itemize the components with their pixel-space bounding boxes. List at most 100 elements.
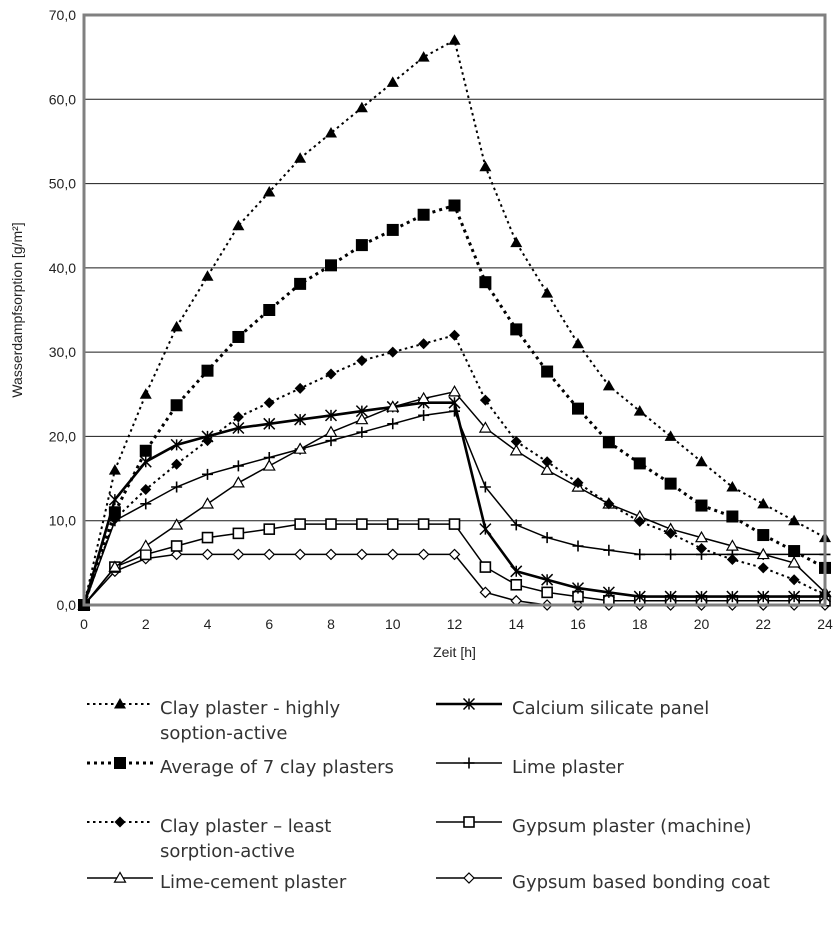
data-point bbox=[325, 368, 337, 380]
data-point bbox=[541, 287, 554, 298]
data-point bbox=[386, 548, 399, 561]
x-tick-label: 24 bbox=[817, 616, 833, 632]
data-point bbox=[263, 186, 276, 197]
data-point bbox=[171, 481, 183, 493]
data-point bbox=[694, 530, 709, 543]
data-point bbox=[417, 548, 430, 561]
data-point bbox=[463, 757, 475, 769]
x-tick-label: 10 bbox=[385, 616, 401, 632]
data-point bbox=[114, 698, 126, 709]
series-line bbox=[82, 401, 825, 606]
data-point bbox=[170, 438, 183, 451]
data-point bbox=[325, 259, 337, 272]
y-axis-title: Wasserdampfsorption [g/m²] bbox=[9, 222, 25, 397]
data-point bbox=[448, 199, 461, 212]
legend-item: Lime-cement plaster bbox=[87, 871, 347, 893]
data-point bbox=[479, 523, 492, 536]
legend-label: Lime plaster bbox=[512, 757, 624, 778]
data-point bbox=[448, 548, 461, 561]
data-point bbox=[231, 476, 245, 488]
data-point bbox=[325, 127, 337, 138]
x-tick-label: 22 bbox=[755, 616, 771, 632]
grid-lines bbox=[84, 98, 825, 522]
data-point bbox=[386, 76, 399, 87]
data-point bbox=[200, 497, 215, 509]
y-tick-label: 40,0 bbox=[49, 260, 76, 276]
data-point bbox=[726, 510, 739, 523]
legend-item: Calcium silicate panel bbox=[436, 697, 709, 719]
data-point bbox=[510, 578, 523, 591]
data-point bbox=[757, 562, 769, 574]
legend-label: soption-active bbox=[160, 723, 288, 744]
x-tick-label: 4 bbox=[204, 616, 212, 632]
y-tick-label: 70,0 bbox=[49, 7, 76, 23]
data-point bbox=[510, 323, 523, 336]
x-tick-label: 12 bbox=[447, 616, 463, 632]
data-point bbox=[355, 101, 368, 113]
data-point bbox=[356, 355, 368, 367]
data-point bbox=[262, 459, 276, 471]
data-point bbox=[417, 391, 431, 404]
data-point bbox=[417, 518, 430, 530]
data-point bbox=[355, 412, 369, 425]
data-point bbox=[417, 208, 430, 221]
data-point bbox=[294, 382, 306, 394]
data-point bbox=[114, 757, 126, 769]
data-point bbox=[510, 565, 523, 578]
data-point bbox=[417, 51, 430, 62]
series-1 bbox=[78, 34, 831, 610]
data-point bbox=[232, 548, 245, 561]
data-point bbox=[324, 409, 338, 422]
data-point bbox=[634, 548, 646, 560]
data-point bbox=[201, 531, 214, 544]
data-point bbox=[263, 397, 275, 409]
y-tick-label: 30,0 bbox=[49, 344, 76, 360]
data-point bbox=[232, 460, 244, 472]
data-point bbox=[387, 346, 399, 358]
x-axis-title: Zeit [h] bbox=[433, 644, 476, 660]
x-tick-labels: 0 2 4 6 8 10 12 14 16 18 20 22 24 bbox=[80, 616, 833, 632]
data-point bbox=[633, 457, 646, 470]
y-tick-label: 60,0 bbox=[49, 91, 76, 107]
data-point bbox=[479, 481, 491, 493]
data-point bbox=[418, 409, 430, 421]
data-point bbox=[664, 430, 677, 441]
data-point bbox=[541, 532, 553, 544]
data-point bbox=[139, 548, 152, 561]
legend-item: Clay plaster – least sorption-active bbox=[87, 816, 331, 862]
data-point bbox=[479, 561, 492, 573]
data-point bbox=[325, 548, 337, 561]
data-point bbox=[449, 329, 460, 341]
data-point bbox=[386, 400, 400, 412]
data-point bbox=[201, 364, 214, 377]
data-point bbox=[756, 547, 770, 560]
data-point bbox=[448, 34, 461, 45]
data-point bbox=[170, 548, 183, 561]
y-tick-label: 10,0 bbox=[49, 513, 76, 529]
data-point bbox=[510, 236, 523, 248]
data-point bbox=[356, 518, 368, 530]
data-point bbox=[355, 239, 368, 252]
x-tick-label: 8 bbox=[327, 616, 335, 632]
data-point bbox=[695, 499, 708, 512]
data-point bbox=[633, 405, 646, 416]
data-point bbox=[757, 590, 770, 603]
data-point bbox=[356, 548, 368, 561]
legend-label: sorption-active bbox=[160, 841, 295, 862]
data-point bbox=[139, 388, 152, 399]
data-point bbox=[294, 152, 307, 163]
data-point bbox=[726, 553, 738, 565]
data-point bbox=[232, 421, 245, 435]
data-point bbox=[324, 425, 338, 437]
data-point bbox=[788, 545, 801, 558]
data-point bbox=[478, 421, 492, 433]
data-point bbox=[294, 413, 307, 426]
legend-label: Clay plaster - highly bbox=[160, 698, 341, 719]
data-point bbox=[463, 872, 475, 884]
y-tick-label: 20,0 bbox=[49, 428, 76, 444]
data-point bbox=[479, 586, 492, 599]
x-tick-label: 6 bbox=[265, 616, 273, 632]
legend-label: Calcium silicate panel bbox=[512, 698, 709, 719]
data-point bbox=[202, 468, 213, 480]
series-layer bbox=[77, 34, 832, 612]
